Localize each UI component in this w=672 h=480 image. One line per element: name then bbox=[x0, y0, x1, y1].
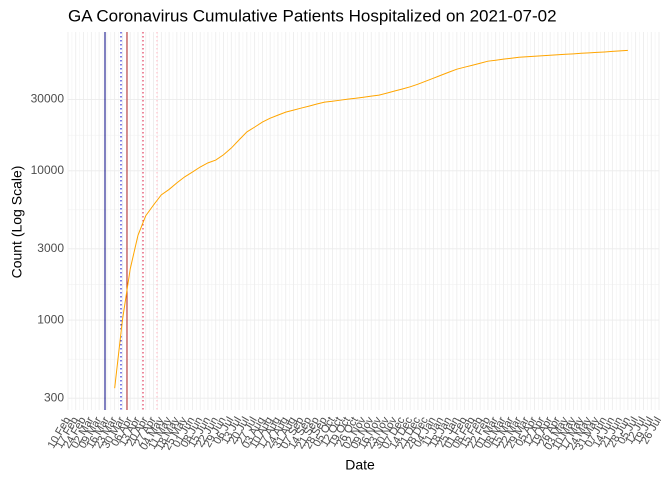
grid bbox=[67, 32, 660, 410]
data-line bbox=[114, 49, 628, 389]
y-axis-label: Count (Log Scale) bbox=[9, 166, 25, 279]
y-tick-label: 1000 bbox=[37, 312, 64, 326]
y-tick-label: 300 bbox=[44, 390, 64, 404]
y-tick-label: 10000 bbox=[31, 163, 65, 177]
x-axis-label: Date bbox=[345, 457, 375, 473]
chart-title: GA Coronavirus Cumulative Patients Hospi… bbox=[68, 6, 557, 25]
y-tick-label: 30000 bbox=[31, 92, 65, 106]
y-tick-label: 3000 bbox=[37, 241, 64, 255]
